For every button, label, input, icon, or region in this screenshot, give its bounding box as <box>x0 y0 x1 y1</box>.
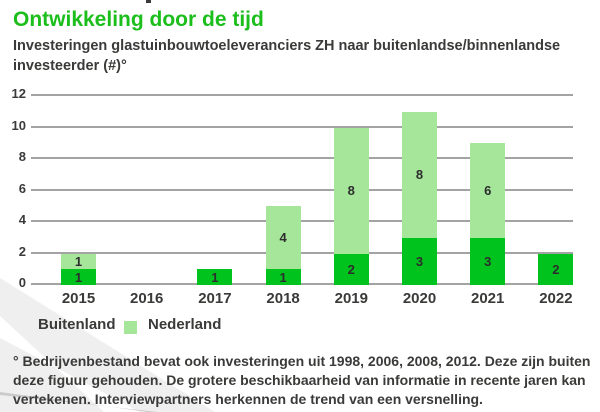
x-tick-label-2018: 2018 <box>266 290 300 307</box>
y-tick-label-10: 10 <box>11 117 26 133</box>
y-axis: 0 2 4 6 8 10 12 <box>0 86 26 290</box>
bar-value-label: 8 <box>415 167 424 183</box>
footnote-line: ° Bedrijvenbestand bevat ook investering… <box>13 353 591 369</box>
y-tick-label-8: 8 <box>18 149 26 164</box>
legend-label-buitenland: Buitenland <box>38 316 116 333</box>
gridline-2 <box>31 251 573 254</box>
x-tick-label-2016: 2016 <box>130 290 164 307</box>
y-tick-label-6: 6 <box>18 180 26 196</box>
bar-value-label: 1 <box>74 269 83 285</box>
legend-swatch-buitenland <box>14 321 27 334</box>
page-title: Ontwikkeling door de tijd <box>13 8 264 31</box>
bar-value-label: 1 <box>74 253 83 269</box>
x-tick-label-2021: 2021 <box>471 290 505 307</box>
x-tick-label-2022: 2022 <box>539 290 573 307</box>
chart-subtitle-line: investeerder (#)° <box>13 58 127 74</box>
gridline-8 <box>31 157 573 159</box>
y-tick-label-0: 0 <box>18 275 26 290</box>
x-tick-label-2015: 2015 <box>61 290 96 307</box>
x-axis: 2015 2016 2017 2018 2019 2020 2021 2022 <box>31 290 573 310</box>
bar-segment-buitenland-2019: 2 <box>333 253 369 285</box>
bar-segment-buitenland-2018: 1 <box>265 269 301 285</box>
x-tick-label-2017: 2017 <box>198 290 232 307</box>
bar-segment-buitenland-2015: 1 <box>61 269 96 285</box>
gridline-10 <box>31 125 573 128</box>
gridline-6 <box>31 188 573 191</box>
bar-segment-nederland-2015: 1 <box>61 253 96 270</box>
bar-value-label: 2 <box>552 261 560 277</box>
y-tick-label-2: 2 <box>18 243 26 259</box>
bar-value-label: 8 <box>347 183 355 198</box>
bar-value-label: 1 <box>211 269 219 285</box>
chart-subtitle: Investeringen glastuinbouwtoeleverancier… <box>13 36 560 76</box>
bar-segment-buitenland-2017: 1 <box>197 269 233 285</box>
bar-value-label: 3 <box>415 253 424 269</box>
legend-label-nederland: Nederland <box>148 316 222 333</box>
bar-segment-buitenland-2022: 2 <box>538 253 574 285</box>
x-tick-label-2019: 2019 <box>334 290 368 307</box>
legend: Buitenland Nederland <box>0 314 600 338</box>
y-tick-label-12: 12 <box>11 86 26 101</box>
bar-value-label: 3 <box>484 253 492 269</box>
bar-segment-nederland-2019: 8 <box>333 127 369 254</box>
bar-segment-nederland-2020: 8 <box>402 111 437 238</box>
gridline-4 <box>31 220 573 222</box>
bar-value-label: 6 <box>484 183 492 198</box>
x-tick-label-2020: 2020 <box>402 290 437 307</box>
gridline-0 <box>31 283 573 285</box>
footnote-line: deze figuur gehouden. De grotere beschik… <box>13 372 586 388</box>
chart-subtitle-line: Investeringen glastuinbouwtoeleverancier… <box>13 38 561 54</box>
bar-segment-nederland-2021: 6 <box>470 143 506 238</box>
legend-swatch-nederland <box>124 321 137 334</box>
gridline-12 <box>31 94 573 96</box>
bar-segment-buitenland-2021: 3 <box>470 237 506 285</box>
bar-value-label: 1 <box>279 269 287 285</box>
footnote: ° Bedrijvenbestand bevat ook investering… <box>13 352 591 409</box>
cropped-glyph-fragment <box>146 0 151 3</box>
footnote-line: vertekenen. Interviewpartners herkennen … <box>13 391 483 407</box>
bar-value-label: 4 <box>279 230 287 246</box>
bar-segment-nederland-2018: 4 <box>265 206 301 270</box>
y-tick-label-4: 4 <box>18 212 26 227</box>
bar-value-label: 2 <box>347 261 355 277</box>
bar-segment-buitenland-2020: 3 <box>402 237 437 285</box>
